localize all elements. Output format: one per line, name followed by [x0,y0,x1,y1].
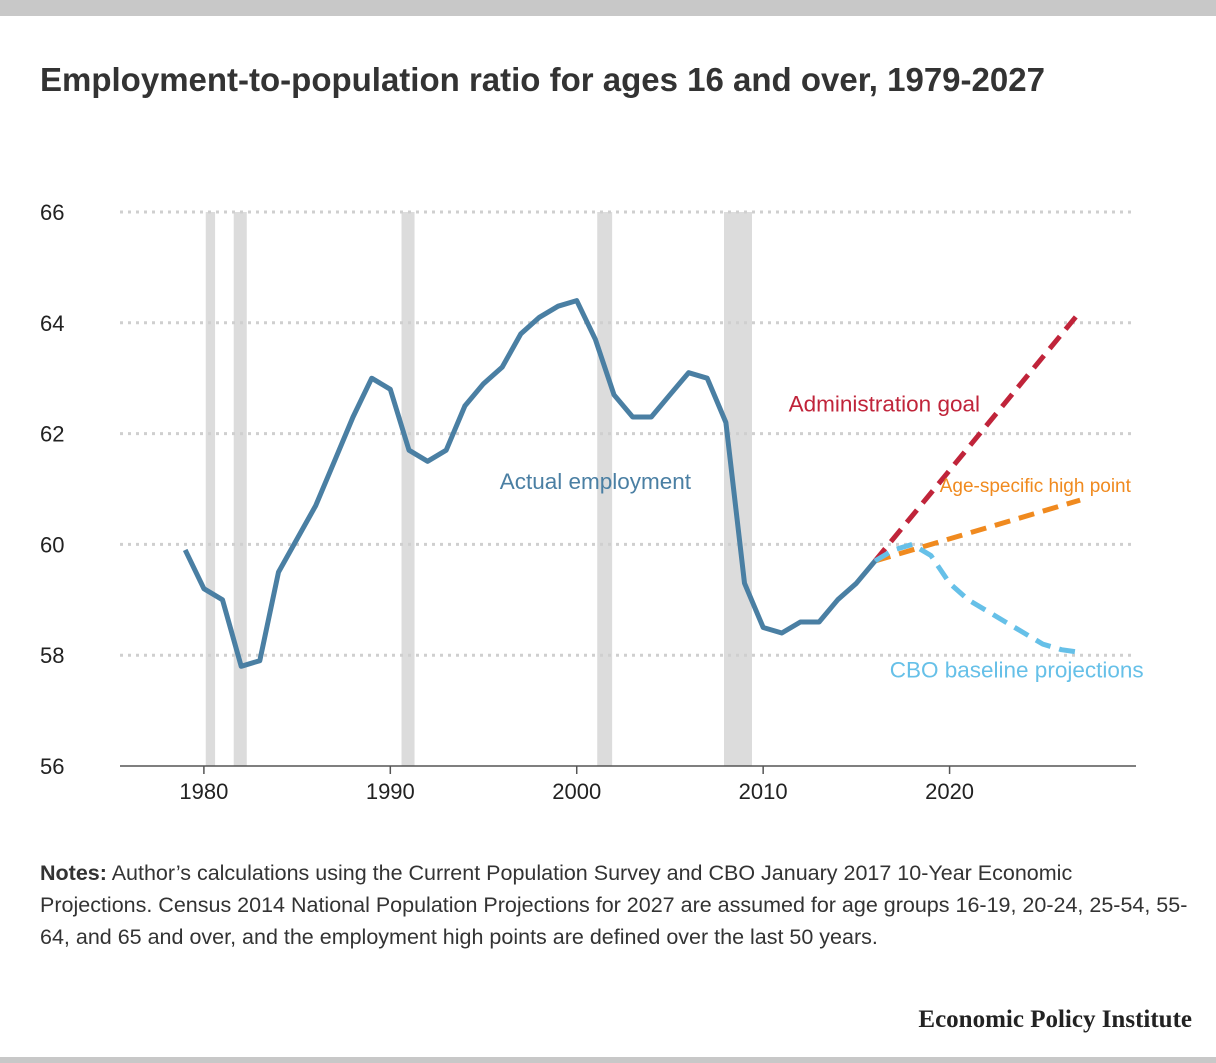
x-tick-label: 1980 [179,779,228,804]
series-age-specific-high-point [874,497,1081,564]
series-lines [182,298,1083,669]
chart-notes: Notes: Author’s calculations using the C… [40,857,1190,953]
label-administration-goal: Administration goal [789,391,980,416]
series-labels: Actual employment Administration goal Age-… [500,391,1144,682]
label-cbo-baseline-projections: CBO baseline projections [890,657,1144,682]
y-axis-ticks: 56 58 60 62 64 66 [40,200,64,779]
notes-label: Notes: [40,861,107,885]
source-logo: Economic Policy Institute [918,1006,1192,1033]
chart: 56 58 60 62 64 66 1980 1990 2000 2010 2020 Actual… [40,200,1144,804]
label-age-specific-high-point: Age-specific high point [940,476,1132,497]
x-tick-label: 2000 [552,779,601,804]
x-tick-label: 1990 [366,779,415,804]
x-tick-label: 2010 [739,779,788,804]
recession-band-4 [724,212,752,766]
x-axis-ticks: 1980 1990 2000 2010 2020 [179,766,974,804]
y-tick-label: 64 [40,311,64,336]
recession-bands [205,212,752,766]
label-actual-employment: Actual employment [500,469,692,494]
notes-text: Author’s calculations using the Current … [40,861,1188,949]
x-tick-label: 2020 [925,779,974,804]
series-actual-employment [182,298,877,669]
recession-band-0 [205,212,216,766]
y-tick-label: 56 [40,754,64,779]
y-tick-label: 66 [40,200,64,225]
y-tick-label: 58 [40,643,64,668]
top-border [0,0,1216,16]
series-administration-goal [873,310,1083,563]
gridlines [120,210,1136,657]
recession-band-2 [401,212,415,766]
recession-band-1 [233,212,247,766]
bottom-border [0,1057,1216,1063]
chart-title: Employment-to-population ratio for ages … [40,61,1045,98]
y-tick-label: 60 [40,532,64,557]
series-cbo-baseline-projections [873,541,1081,655]
y-tick-label: 62 [40,422,64,447]
